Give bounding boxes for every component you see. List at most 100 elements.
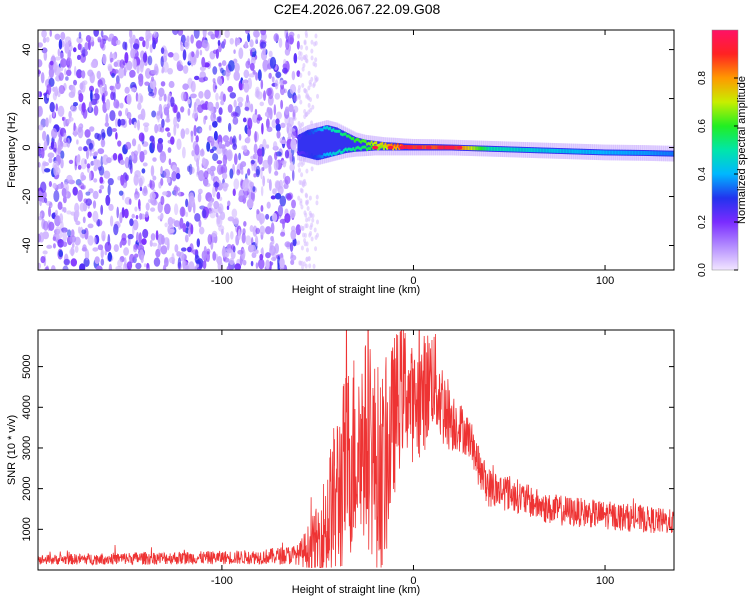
noise-blob	[78, 146, 83, 152]
noise-blob	[191, 150, 195, 157]
noise-blob	[73, 65, 77, 76]
noise-blob	[187, 246, 192, 253]
noise-blob	[94, 256, 100, 265]
noise-blob	[255, 35, 259, 44]
noise-blob	[132, 225, 135, 236]
noise-blob	[93, 158, 99, 167]
noise-blob	[267, 87, 274, 100]
noise-blob	[204, 89, 211, 100]
noise-blob	[68, 110, 72, 119]
trace-core	[668, 151, 671, 156]
noise-blob	[70, 246, 75, 257]
trace-core	[519, 147, 522, 152]
noise-blob	[157, 243, 162, 253]
trace-core	[663, 151, 666, 156]
noise-blob	[160, 178, 164, 186]
noise-blob	[215, 92, 219, 101]
noise-blob	[185, 127, 190, 135]
trace-envelope	[352, 136, 355, 153]
trace-core	[647, 151, 649, 156]
noise-blob	[138, 73, 144, 83]
noise-blob	[39, 198, 42, 207]
noise-blob	[186, 35, 190, 43]
noise-blob	[99, 84, 103, 95]
noise-blob	[149, 180, 156, 190]
noise-blob	[167, 216, 174, 227]
noise-blob	[293, 52, 298, 64]
noise-blob	[38, 145, 42, 157]
noise-blob	[180, 128, 186, 139]
noise-blob	[90, 89, 93, 102]
noise-blob	[182, 49, 187, 61]
trace-core	[524, 147, 527, 152]
noise-blob	[209, 136, 214, 142]
noise-blob	[167, 52, 174, 58]
noise-blob	[310, 55, 314, 61]
noise-blob	[62, 231, 68, 242]
noise-blob	[119, 102, 124, 109]
trace-core	[601, 150, 603, 155]
noise-blob	[264, 226, 272, 235]
noise-blob	[284, 48, 291, 56]
chart-title: C2E4.2026.067.22.09.G08	[274, 1, 441, 17]
noise-blob	[139, 61, 144, 73]
noise-blob	[282, 80, 288, 85]
colorbar-tick-label: 0.4	[697, 167, 708, 181]
noise-blob	[274, 192, 282, 200]
snr-frame	[37, 329, 675, 571]
noise-blob	[115, 132, 118, 140]
trace-core	[657, 151, 660, 156]
noise-blob	[259, 253, 264, 261]
noise-blob	[212, 185, 216, 198]
noise-blob	[96, 70, 102, 80]
noise-blob	[138, 175, 145, 185]
y-tick-label: 20	[21, 92, 33, 104]
noise-blob	[78, 92, 84, 103]
noise-blob	[301, 83, 305, 89]
trace-core	[478, 146, 481, 151]
trace-core	[633, 150, 636, 155]
noise-blob	[150, 76, 155, 82]
noise-blob	[46, 93, 50, 99]
noise-blob	[133, 150, 139, 157]
noise-blob	[234, 62, 240, 73]
noise-region	[38, 30, 320, 270]
noise-blob	[274, 92, 281, 100]
noise-blob	[199, 149, 205, 157]
noise-blob	[297, 93, 301, 99]
noise-blob	[311, 104, 315, 110]
noise-blob	[233, 99, 237, 108]
noise-blob	[245, 136, 251, 144]
trace-core	[582, 149, 585, 154]
noise-blob	[295, 224, 302, 236]
noise-blob	[312, 61, 316, 67]
noise-blob	[262, 175, 266, 187]
trace-envelope	[305, 130, 308, 158]
noise-blob	[54, 215, 61, 227]
noise-blob	[291, 169, 295, 181]
noise-blob	[109, 85, 114, 91]
noise-blob	[248, 73, 256, 78]
noise-blob	[42, 190, 47, 200]
noise-blob	[81, 229, 87, 235]
noise-blob	[143, 125, 149, 133]
noise-blob	[97, 218, 101, 227]
noise-blob	[289, 242, 294, 252]
noise-blob	[131, 213, 136, 219]
noise-blob	[266, 144, 270, 149]
noise-blob	[297, 195, 301, 201]
trace-envelope	[308, 129, 311, 159]
noise-blob	[222, 93, 226, 103]
noise-blob	[243, 221, 247, 227]
noise-blob	[57, 183, 64, 190]
noise-blob	[83, 145, 88, 152]
trace-core	[665, 151, 668, 156]
noise-blob	[245, 60, 251, 69]
noise-blob	[306, 206, 310, 212]
noise-blob	[159, 150, 167, 163]
noise-blob	[43, 50, 48, 61]
noise-blob	[150, 207, 156, 212]
noise-blob	[60, 158, 64, 169]
noise-blob	[138, 36, 145, 41]
noise-blob	[282, 67, 288, 74]
